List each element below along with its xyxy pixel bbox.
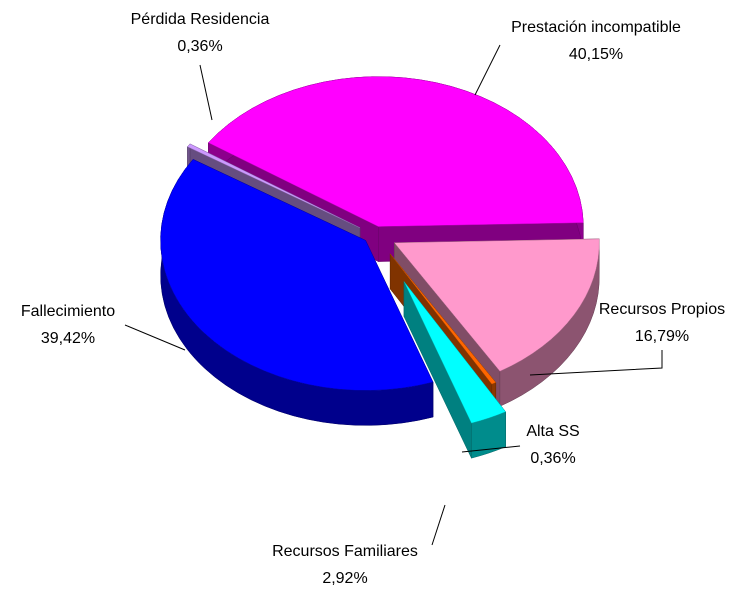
slice — [160, 159, 434, 391]
leader-line — [431, 504, 446, 546]
slice — [187, 143, 361, 229]
slice — [207, 76, 584, 227]
leader-line — [124, 324, 186, 351]
slice-label: Prestación incompatible — [511, 19, 681, 36]
leader-line — [461, 445, 521, 453]
slice-label: Recursos Familiares — [272, 543, 418, 560]
slice-value-label: 40,15% — [569, 46, 623, 63]
slice-value-label: 16,79% — [635, 328, 689, 345]
leader-line — [529, 350, 663, 376]
slice-label: Recursos Propios — [599, 301, 725, 318]
slice-value-label: 2,92% — [322, 570, 367, 587]
slice — [403, 281, 507, 424]
slice — [393, 238, 600, 372]
slice-value-label: 0,36% — [530, 450, 575, 467]
slice-value-label: 0,36% — [177, 38, 222, 55]
slice — [389, 253, 497, 385]
slice-tops — [160, 76, 600, 424]
leader-line — [199, 64, 213, 121]
slice-value-label: 39,42% — [41, 330, 95, 347]
slice-label: Pérdida Residencia — [131, 11, 270, 28]
leader-line — [474, 44, 501, 96]
slice-label: Fallecimiento — [21, 303, 115, 320]
slice-label: Alta SS — [526, 423, 579, 440]
